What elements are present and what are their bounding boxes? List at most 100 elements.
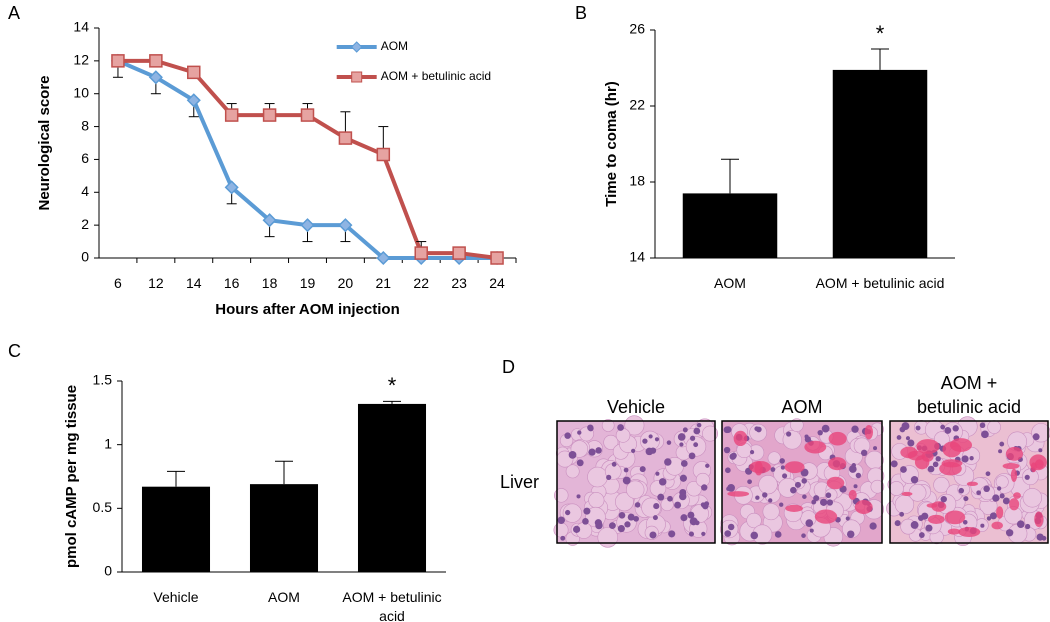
panel-label: A (8, 3, 20, 23)
nucleus (642, 438, 648, 444)
nucleus (976, 490, 982, 496)
cell (790, 418, 804, 432)
x-tick-label: 24 (489, 275, 505, 291)
cell (933, 476, 950, 494)
nucleus (633, 515, 639, 522)
image-border (556, 420, 716, 544)
nucleus (701, 531, 706, 536)
marker (414, 246, 428, 260)
marker (376, 250, 391, 266)
y-tick-label: 0 (104, 563, 112, 579)
nucleus (688, 452, 696, 460)
y-tick-label: 18 (629, 173, 645, 189)
nucleus (805, 519, 814, 527)
nucleus (1016, 520, 1025, 529)
nucleus (1038, 448, 1043, 453)
nucleus (725, 467, 731, 474)
nucleus (910, 521, 919, 529)
nucleus (790, 486, 797, 494)
nucleus (677, 433, 686, 441)
bar (832, 69, 928, 259)
nucleus (631, 448, 636, 453)
y-tick-label: 26 (629, 21, 645, 37)
nucleus (794, 481, 801, 488)
cell (865, 450, 884, 470)
row-label: Liver (500, 472, 539, 492)
nucleus (658, 478, 667, 486)
nucleus (899, 511, 905, 517)
nucleus (755, 495, 760, 500)
marker (262, 213, 277, 228)
nucleus (606, 474, 612, 480)
nucleus (705, 463, 710, 468)
nucleus (963, 496, 969, 502)
nucleus (560, 535, 566, 541)
x-tick-label: AOM (714, 275, 746, 291)
nucleus (667, 495, 673, 502)
cell (597, 527, 619, 548)
x-tick-label: 12 (148, 275, 164, 291)
y-tick-label: 0 (81, 249, 89, 265)
hemorrhage (864, 425, 874, 440)
marker (452, 246, 466, 260)
nucleus (1005, 529, 1014, 537)
cell (987, 420, 1001, 434)
nucleus (846, 530, 855, 538)
image-border (889, 420, 1049, 544)
nucleus (755, 426, 762, 433)
nucleus (918, 532, 925, 538)
cell (782, 430, 802, 450)
nucleus (802, 494, 807, 499)
nucleus (940, 495, 947, 503)
y-axis-title: Time to coma (hr) (603, 81, 620, 207)
nucleus (750, 531, 759, 540)
marker (262, 108, 277, 122)
nucleus (896, 435, 902, 440)
nucleus (925, 524, 933, 532)
cell (842, 519, 861, 539)
hemorrhage (814, 509, 838, 524)
nucleus (618, 511, 626, 519)
hemorrhage (749, 460, 771, 474)
nucleus (932, 461, 939, 468)
x-tick-label: Vehicle (153, 589, 199, 605)
hemorrhage (1002, 462, 1020, 470)
nucleus (786, 431, 792, 437)
nucleus (564, 432, 571, 439)
nucleus (996, 486, 1002, 491)
x-tick-label: 21 (375, 275, 392, 291)
nucleus (770, 467, 776, 472)
nucleus (999, 493, 1005, 499)
nucleus (679, 492, 687, 501)
nucleus (583, 507, 591, 515)
nucleus (557, 516, 565, 525)
nucleus (890, 460, 898, 468)
y-tick-label: 1 (104, 435, 112, 451)
hemorrhage (947, 528, 961, 535)
nucleus (853, 484, 858, 489)
column-heading: AOM (781, 397, 823, 417)
nucleus (958, 487, 965, 494)
nucleus (910, 476, 919, 484)
nucleus (952, 425, 959, 432)
nucleus (682, 427, 688, 433)
y-tick-label: 1.5 (93, 372, 113, 388)
nucleus (565, 509, 571, 516)
nucleus (689, 435, 696, 441)
x-tick-label: 6 (114, 275, 122, 291)
nucleus (985, 471, 991, 477)
marker (149, 54, 163, 68)
nucleus (981, 430, 989, 439)
marker (224, 180, 239, 195)
x-tick-label: 22 (413, 275, 429, 291)
nucleus (573, 525, 581, 533)
marker (490, 251, 504, 265)
nucleus (595, 521, 603, 530)
nucleus (918, 515, 924, 521)
nucleus (986, 516, 992, 521)
nucleus (907, 439, 915, 447)
cell (762, 503, 780, 521)
x-tick-label: 23 (451, 275, 467, 291)
marker (224, 108, 239, 122)
